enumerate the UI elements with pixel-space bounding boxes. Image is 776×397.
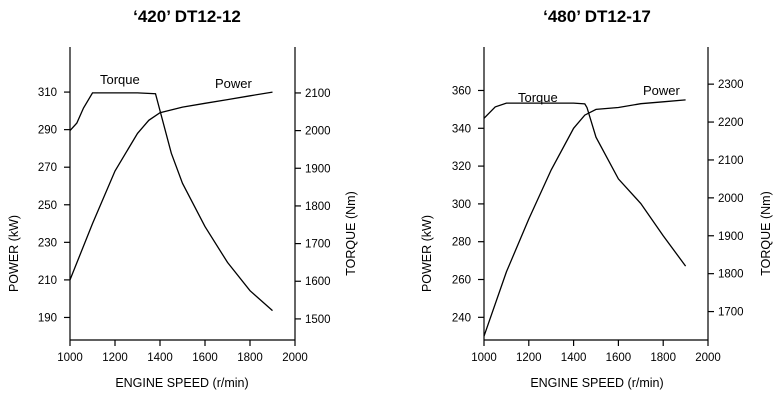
left-tick-label: 360 xyxy=(452,85,471,97)
left-tick-label: 280 xyxy=(452,237,471,249)
left-axis-label: POWER (kW) xyxy=(7,215,21,292)
chart-title: ‘420’ DT12-12 xyxy=(133,7,241,26)
right-tick-label: 1600 xyxy=(305,276,331,288)
x-tick-label: 1800 xyxy=(650,352,676,364)
left-tick-label: 340 xyxy=(452,123,471,135)
chart-panel-2: ‘480’ DT12-17 1000 1200 1400 1600 1800 2000 240… xyxy=(420,7,773,390)
torque-series-label: Torque xyxy=(100,72,140,87)
left-tick-label: 190 xyxy=(38,312,57,324)
chart-panel-1: ‘420’ DT12-12 1000 1200 1400 1600 1800 2000 190… xyxy=(7,7,358,390)
left-tick-label: 260 xyxy=(452,275,471,287)
x-tick-label: 2000 xyxy=(695,352,721,364)
left-tick-label: 320 xyxy=(452,161,471,173)
power-series-label: Power xyxy=(215,76,253,91)
x-tick-label: 1200 xyxy=(516,352,542,364)
right-tick-label: 1500 xyxy=(305,314,331,326)
left-tick-label: 250 xyxy=(38,200,57,212)
right-tick-label: 2000 xyxy=(718,193,744,205)
x-tick-label: 1400 xyxy=(147,352,173,364)
power-curve xyxy=(483,99,686,337)
left-tick-label: 310 xyxy=(38,87,57,99)
left-axis-label: POWER (kW) xyxy=(420,215,434,292)
left-tick-label: 290 xyxy=(38,125,57,137)
right-tick-label: 1900 xyxy=(718,231,744,243)
right-tick-label: 1700 xyxy=(305,239,331,251)
right-tick-label: 2300 xyxy=(718,79,744,91)
x-axis-label: ENGINE SPEED (r/min) xyxy=(115,376,248,390)
x-tick-label: 1000 xyxy=(57,352,83,364)
right-tick-label: 2200 xyxy=(718,117,744,129)
right-axis-label: TORQUE (Nm) xyxy=(759,191,773,276)
left-tick-label: 270 xyxy=(38,162,57,174)
left-tick-label: 240 xyxy=(452,312,471,324)
left-tick-label: 300 xyxy=(452,199,471,211)
left-tick-label: 230 xyxy=(38,237,57,249)
power-curve xyxy=(69,91,273,281)
chart-title: ‘480’ DT12-17 xyxy=(543,7,651,26)
right-tick-label: 2000 xyxy=(305,126,331,138)
right-tick-label: 2100 xyxy=(305,88,331,100)
torque-series-label: Torque xyxy=(518,90,558,105)
x-tick-label: 1800 xyxy=(237,352,263,364)
power-series-label: Power xyxy=(643,83,681,98)
right-tick-label: 1900 xyxy=(305,163,331,175)
x-tick-label: 2000 xyxy=(282,352,308,364)
right-tick-label: 1800 xyxy=(718,269,744,281)
right-tick-label: 1800 xyxy=(305,201,331,213)
x-axis-label: ENGINE SPEED (r/min) xyxy=(530,376,663,390)
right-axis-label: TORQUE (Nm) xyxy=(344,191,358,276)
right-tick-label: 2100 xyxy=(718,155,744,167)
x-tick-label: 1000 xyxy=(471,352,497,364)
right-tick-label: 1700 xyxy=(718,307,744,319)
torque-curve xyxy=(69,92,273,312)
left-tick-label: 210 xyxy=(38,275,57,287)
x-tick-label: 1400 xyxy=(561,352,587,364)
x-tick-label: 1600 xyxy=(606,352,632,364)
x-tick-label: 1600 xyxy=(192,352,218,364)
x-tick-label: 1200 xyxy=(102,352,128,364)
torque-curve xyxy=(483,102,687,267)
